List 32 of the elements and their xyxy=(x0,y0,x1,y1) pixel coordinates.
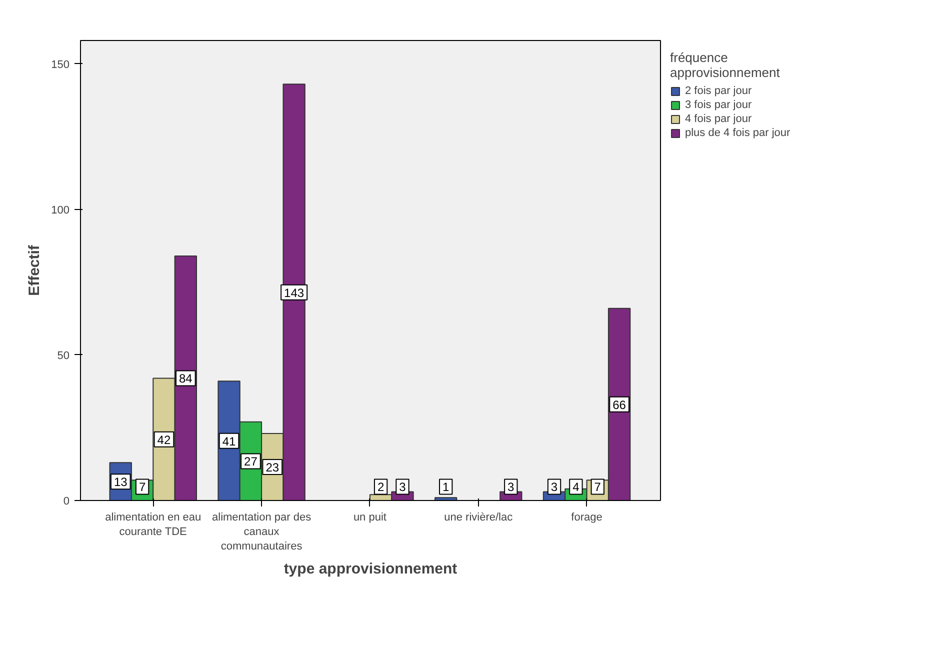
data-label: 3 xyxy=(550,480,558,494)
data-label: 84 xyxy=(178,372,193,386)
data-label: 7 xyxy=(138,480,146,494)
x-axis-title: type approvisionnement xyxy=(284,560,458,578)
data-label: 1 xyxy=(442,480,450,494)
data-label: 41 xyxy=(222,434,236,448)
y-axis-title: Effectif xyxy=(26,244,44,296)
legend-label: plus de 4 fois par jour xyxy=(685,127,790,139)
legend-label: 4 fois par jour xyxy=(685,113,752,125)
data-label: 4 xyxy=(572,480,580,494)
data-label: 66 xyxy=(612,398,626,412)
data-label: 27 xyxy=(244,454,258,469)
legend-label: 3 fois par jour xyxy=(685,99,752,111)
y-tick-label: 0 xyxy=(63,496,70,508)
data-label: 7 xyxy=(594,480,602,494)
x-tick-label: forage xyxy=(571,512,602,524)
data-label: 143 xyxy=(284,286,304,300)
legend-label: 2 fois par jour xyxy=(685,85,752,97)
data-label: 23 xyxy=(266,460,280,475)
x-tick-label: alimentation par des canaux communautaires xyxy=(212,512,312,552)
y-tick-label: 150 xyxy=(51,58,70,71)
x-tick-label: alimentation en eau courante TDE xyxy=(105,512,202,538)
x-tick-label: un puit xyxy=(353,512,386,524)
data-label: 3 xyxy=(399,480,406,494)
legend-title: fréquence approvisionnement xyxy=(670,50,781,80)
data-label: 13 xyxy=(114,475,128,490)
data-label: 42 xyxy=(157,432,171,447)
data-label: 3 xyxy=(508,480,515,494)
y-tick-label: 50 xyxy=(57,350,70,362)
y-tick-label: 100 xyxy=(51,204,70,216)
data-label: 2 xyxy=(377,480,384,494)
x-tick-label: une rivière/lac xyxy=(444,512,514,524)
